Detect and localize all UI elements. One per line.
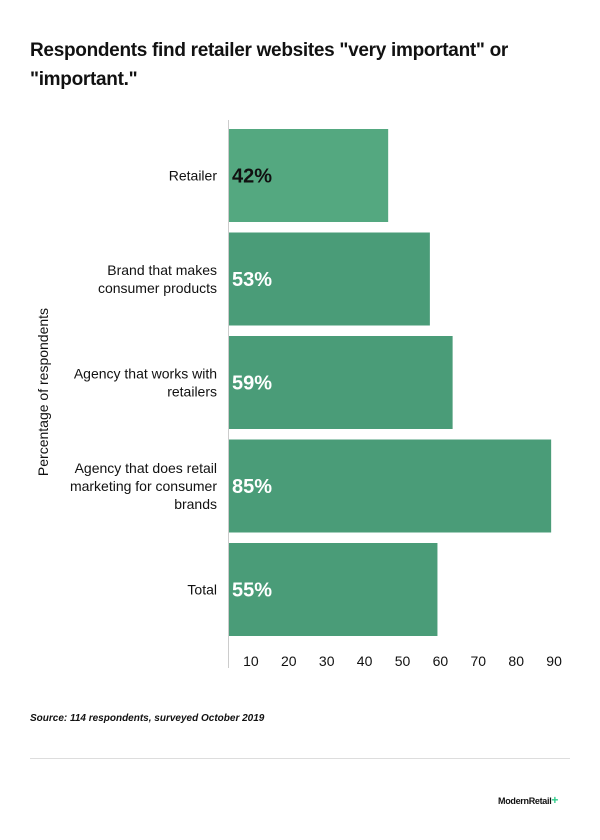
chart-title: Respondents find retailer websites "very… (30, 40, 508, 90)
category-label: consumer products (98, 280, 217, 296)
category-label: Retailer (169, 168, 218, 184)
x-tick-label: 10 (243, 653, 259, 669)
category-label: retailers (167, 384, 217, 400)
data-label: 42% (232, 166, 272, 188)
x-tick-label: 70 (471, 653, 487, 669)
x-tick-label: 30 (319, 653, 335, 669)
category-label: marketing for consumer (70, 478, 217, 494)
x-tick-label: 80 (508, 653, 524, 669)
x-tick-label: 50 (395, 653, 411, 669)
x-tick-label: 90 (546, 653, 562, 669)
bar-chart: 42% Retailer 53% Brand that makes consumer p… (70, 120, 562, 669)
source-note: Source: 114 respondents, surveyed Octobe… (30, 713, 265, 724)
bar (229, 129, 389, 222)
logo-plus-icon: + (551, 793, 559, 807)
bar (229, 232, 430, 326)
bar (229, 439, 552, 533)
data-label: 55% (232, 580, 272, 602)
x-tick-label: 60 (433, 653, 449, 669)
data-label: 59% (232, 373, 272, 395)
category-label: Agency that works with (74, 366, 217, 382)
category-label: brands (174, 496, 217, 512)
bar (229, 543, 438, 636)
category-label: Total (187, 582, 217, 598)
logo-text: ModernRetail (498, 796, 552, 806)
modern-retail-logo: ModernRetail+ (498, 793, 558, 807)
x-tick-label: 40 (357, 653, 373, 669)
category-label: Brand that makes (107, 262, 217, 278)
x-tick-label: 20 (281, 653, 297, 669)
data-label: 53% (232, 269, 272, 291)
bar (229, 336, 453, 429)
footer-divider (30, 758, 570, 759)
data-label: 85% (232, 476, 272, 498)
y-axis-label: Percentage of respondents (35, 307, 51, 477)
category-label: Agency that does retail (75, 460, 217, 476)
